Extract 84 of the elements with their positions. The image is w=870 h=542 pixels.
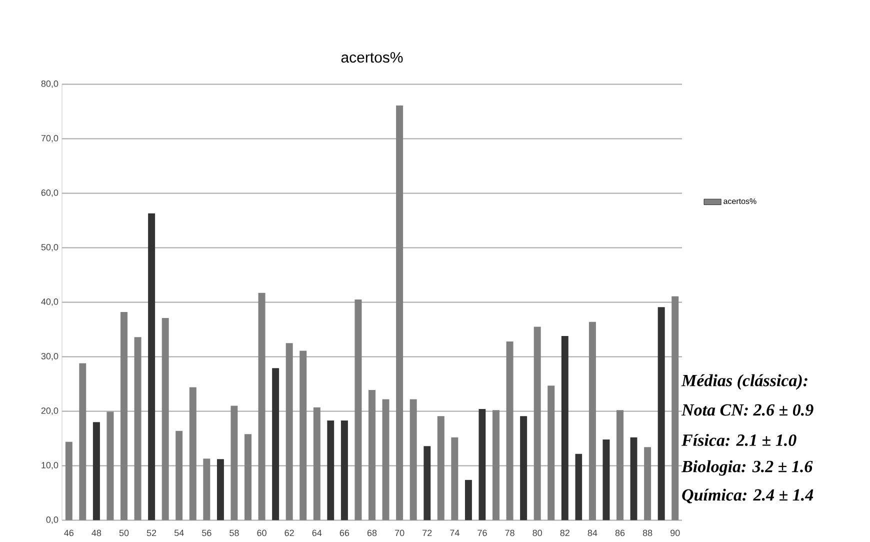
bar bbox=[424, 446, 431, 520]
x-tick-label: 76 bbox=[478, 530, 487, 536]
bar bbox=[437, 416, 444, 520]
bar bbox=[106, 412, 114, 520]
bar bbox=[410, 399, 417, 520]
bar bbox=[478, 409, 486, 520]
y-tick-label: 60,0 bbox=[41, 189, 58, 197]
bar bbox=[672, 296, 679, 520]
bar bbox=[451, 437, 458, 520]
bar bbox=[176, 430, 183, 520]
y-tick-label: 80,0 bbox=[41, 80, 58, 88]
y-tick-label: 10,0 bbox=[42, 462, 58, 470]
x-tick-label: 74 bbox=[450, 530, 460, 536]
annotation: Médias (clássica): bbox=[681, 374, 808, 390]
x-tick-label: 66 bbox=[340, 530, 350, 536]
bar bbox=[162, 318, 169, 520]
x-tick-label: 56 bbox=[202, 530, 212, 536]
bar bbox=[148, 213, 156, 520]
bar bbox=[286, 343, 293, 520]
annotation: Biologia: 3.2 ± 1.6 bbox=[681, 460, 813, 476]
y-tick-label: 0,0 bbox=[46, 516, 58, 524]
bar bbox=[492, 410, 500, 520]
bar bbox=[313, 407, 320, 520]
bar bbox=[354, 299, 362, 520]
bar bbox=[134, 337, 142, 520]
bar bbox=[272, 368, 280, 520]
x-tick-label: 48 bbox=[92, 530, 102, 536]
x-tick-label: 86 bbox=[615, 530, 625, 536]
x-tick-label: 52 bbox=[146, 530, 156, 536]
annotation: Física: 2.1 ± 1.0 bbox=[682, 434, 796, 446]
legend-label: acertos% bbox=[724, 198, 756, 204]
bar bbox=[588, 322, 596, 520]
bar bbox=[644, 447, 652, 520]
bar bbox=[79, 363, 86, 520]
bar bbox=[244, 434, 252, 520]
x-tick-label: 60 bbox=[257, 530, 266, 536]
bar bbox=[216, 459, 224, 520]
bar bbox=[630, 437, 638, 520]
bar bbox=[464, 480, 472, 520]
y-tick-label: 50,0 bbox=[41, 244, 58, 252]
bar bbox=[340, 420, 348, 520]
x-tick-label: 68 bbox=[367, 530, 377, 536]
bar bbox=[396, 105, 404, 520]
bar bbox=[575, 454, 582, 520]
x-tick-label: 58 bbox=[230, 530, 239, 536]
x-tick-label: 82 bbox=[560, 530, 570, 536]
x-tick-label: 84 bbox=[588, 530, 598, 536]
bar bbox=[300, 350, 307, 520]
bar bbox=[120, 312, 128, 520]
bar bbox=[616, 410, 624, 520]
x-tick-label: 46 bbox=[64, 530, 74, 536]
chart-title: acertos% bbox=[341, 52, 403, 63]
x-tick-label: 70 bbox=[395, 530, 404, 536]
x-tick-label: 50 bbox=[119, 530, 129, 536]
x-tick-label: 80 bbox=[532, 530, 542, 536]
bar bbox=[520, 416, 528, 520]
bar bbox=[327, 420, 334, 520]
x-tick-label: 78 bbox=[505, 530, 514, 536]
y-tick-label: 30,0 bbox=[41, 352, 58, 360]
bar bbox=[658, 307, 665, 520]
y-tick-label: 20,0 bbox=[41, 407, 58, 415]
y-tick-label: 40,0 bbox=[41, 298, 58, 306]
bar bbox=[548, 386, 555, 520]
text: Química: 2.4 ± 1.4 bbox=[682, 488, 814, 504]
x-tick-label: 64 bbox=[312, 530, 322, 536]
bar bbox=[189, 387, 196, 520]
bar bbox=[368, 390, 376, 520]
x-tick-label: 90 bbox=[670, 530, 680, 536]
annotation: Nota CN: 2.6 ± 0.9 bbox=[681, 404, 814, 416]
bar bbox=[258, 292, 266, 520]
bar bbox=[534, 326, 541, 520]
bar bbox=[92, 422, 100, 520]
y-tick-label: 70,0 bbox=[41, 134, 58, 142]
x-tick-label: 88 bbox=[642, 530, 652, 536]
x-tick-label: 54 bbox=[174, 530, 184, 536]
bar bbox=[203, 458, 210, 520]
x-tick-label: 62 bbox=[284, 530, 294, 536]
bar bbox=[602, 440, 610, 520]
bar bbox=[65, 442, 72, 520]
bar bbox=[506, 341, 514, 520]
x-tick-label: 72 bbox=[422, 530, 432, 536]
bar bbox=[561, 336, 568, 520]
bar bbox=[382, 399, 390, 520]
bar bbox=[230, 406, 238, 520]
